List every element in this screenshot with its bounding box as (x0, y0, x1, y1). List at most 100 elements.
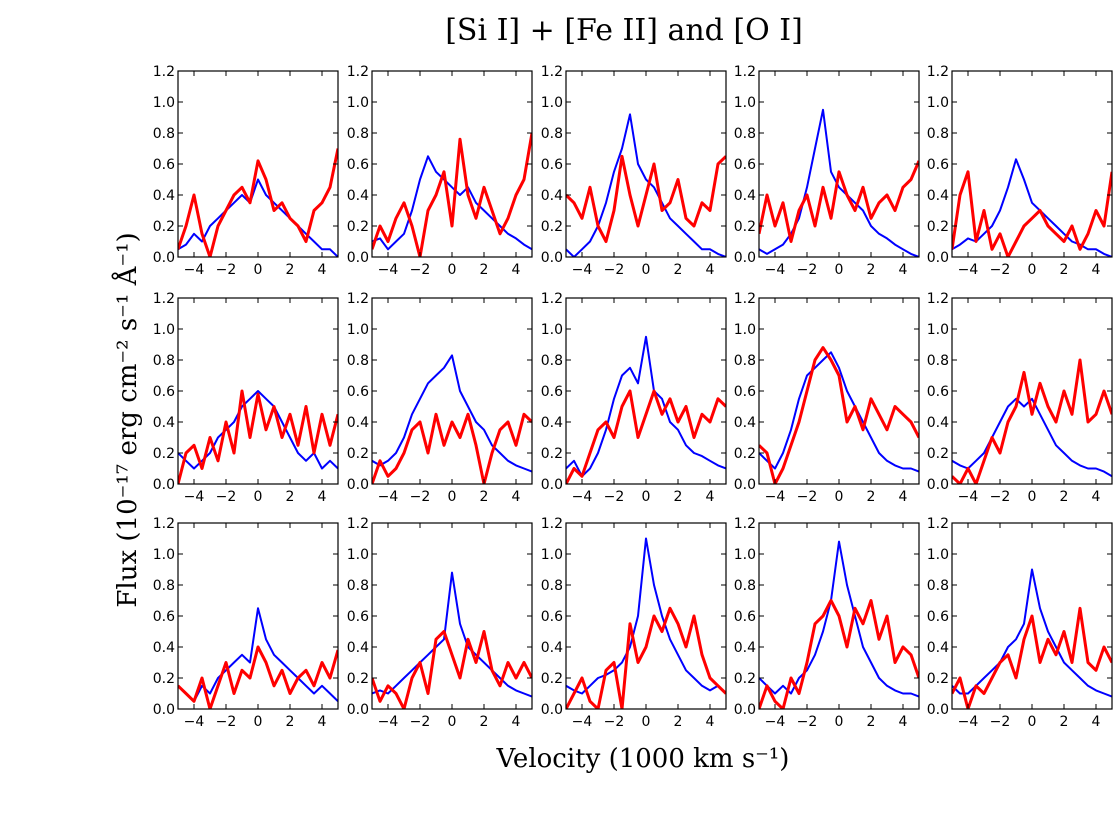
y-tick-label: 0.6 (927, 384, 949, 400)
y-tick-label: 0.8 (927, 578, 949, 594)
y-tick-label: 1.0 (541, 95, 563, 111)
y-tick-label: 0.6 (734, 157, 756, 173)
x-tick-label: 2 (1060, 489, 1069, 505)
y-tick-label: 1.0 (734, 547, 756, 563)
y-tick-label: 0.2 (927, 446, 949, 462)
y-tick-label: 0.2 (927, 219, 949, 235)
x-tick-label: −4 (378, 262, 399, 278)
series-line-si-fe (566, 335, 726, 478)
y-tick-label: 0.2 (734, 219, 756, 235)
y-tick-label: 1.2 (153, 516, 175, 532)
x-tick-label: 4 (318, 714, 327, 730)
x-tick-label: 2 (286, 489, 295, 505)
y-tick-label: 1.2 (153, 64, 175, 80)
x-tick-label: 2 (480, 489, 489, 505)
y-tick-label: 1.2 (734, 516, 756, 532)
x-tick-label: 0 (448, 489, 457, 505)
x-tick-label: −2 (216, 262, 237, 278)
y-tick-label: 0.8 (734, 126, 756, 142)
y-tick-label: 0.4 (927, 188, 949, 204)
y-tick-label: 0.6 (347, 157, 369, 173)
x-tick-label: 4 (706, 489, 715, 505)
series-line-si-fe (952, 158, 1112, 257)
y-tick-label: 1.0 (927, 547, 949, 563)
x-tick-label: −4 (572, 489, 593, 505)
x-tick-label: −4 (184, 489, 205, 505)
y-tick-label: 0.4 (541, 415, 563, 431)
panel-frame (758, 297, 920, 485)
series-line-oi (566, 154, 726, 243)
x-tick-label: −2 (604, 714, 625, 730)
series-line-si-fe (952, 568, 1112, 698)
panel-lines (759, 108, 919, 257)
y-tick-label: 1.0 (734, 322, 756, 338)
x-tick-label: 2 (1060, 262, 1069, 278)
x-tick-label: 2 (286, 714, 295, 730)
panel-r2-c1: 0.0 0.2 0.4 0.6 0.8 1.0 1.2 −4 −2 0 2 4 (153, 291, 339, 505)
y-tick-label: 0.0 (347, 477, 369, 493)
panel-r1-c5: 0.0 0.2 0.4 0.6 0.8 1.0 1.2 −4 −2 0 2 4 (927, 64, 1113, 278)
series-line-si-fe (566, 113, 726, 257)
y-tick-label: 1.0 (153, 95, 175, 111)
y-tick-label: 0.8 (153, 578, 175, 594)
x-tick-label: −2 (797, 489, 818, 505)
y-tick-label: 1.0 (347, 95, 369, 111)
y-tick-label: 0.6 (347, 609, 369, 625)
panel-lines (372, 354, 532, 484)
panel-lines (952, 568, 1112, 709)
x-tick-label: 0 (1028, 714, 1037, 730)
y-tick-label: 1.2 (347, 291, 369, 307)
panel-frame (565, 522, 727, 710)
panel-lines (759, 540, 919, 709)
y-tick-label: 0.0 (347, 250, 369, 266)
y-tick-label: 0.2 (153, 671, 175, 687)
y-tick-label: 0.6 (927, 157, 949, 173)
x-tick-label: 0 (835, 714, 844, 730)
x-tick-label: −2 (990, 714, 1011, 730)
x-tick-label: 2 (867, 714, 876, 730)
series-line-si-fe (178, 178, 338, 257)
y-tick-label: 1.0 (927, 95, 949, 111)
series-line-si-fe (372, 354, 532, 473)
y-tick-label: 0.4 (153, 188, 175, 204)
y-tick-label: 0.4 (347, 640, 369, 656)
panel-lines (566, 113, 726, 257)
panel-r3-c3: 0.0 0.2 0.4 0.6 0.8 1.0 1.2 −4 −2 0 2 4 (541, 516, 727, 730)
series-line-oi (952, 606, 1112, 709)
series-line-si-fe (759, 540, 919, 698)
x-tick-label: 0 (448, 714, 457, 730)
series-line-si-fe (372, 155, 532, 251)
series-line-oi (759, 599, 919, 709)
y-tick-label: 0.8 (541, 578, 563, 594)
x-tick-label: 4 (512, 489, 521, 505)
panel-r2-c3: 0.0 0.2 0.4 0.6 0.8 1.0 1.2 −4 −2 0 2 4 (541, 291, 727, 505)
series-line-oi (372, 630, 532, 709)
y-tick-label: 1.2 (541, 291, 563, 307)
panel-frame (758, 70, 920, 258)
y-tick-label: 1.0 (347, 322, 369, 338)
panel-frame (565, 70, 727, 258)
series-line-oi (372, 132, 532, 257)
x-tick-label: −2 (216, 714, 237, 730)
series-line-si-fe (759, 351, 919, 473)
x-tick-label: 0 (254, 262, 263, 278)
x-tick-label: −4 (958, 262, 979, 278)
panel-frame (371, 297, 533, 485)
series-line-oi (178, 148, 338, 257)
series-line-oi (178, 389, 338, 484)
y-tick-label: 1.2 (927, 64, 949, 80)
y-tick-label: 0.2 (541, 446, 563, 462)
y-tick-label: 0.2 (541, 671, 563, 687)
y-tick-label: 0.2 (927, 671, 949, 687)
x-tick-label: 0 (448, 262, 457, 278)
y-tick-label: 1.2 (734, 64, 756, 80)
panel-r3-c1: 0.0 0.2 0.4 0.6 0.8 1.0 1.2 −4 −2 0 2 4 (153, 516, 339, 730)
y-tick-label: 0.2 (734, 671, 756, 687)
series-line-si-fe (952, 397, 1112, 478)
series-line-oi (759, 160, 919, 243)
x-tick-label: 0 (835, 489, 844, 505)
y-tick-label: 1.0 (734, 95, 756, 111)
x-tick-label: 2 (1060, 714, 1069, 730)
x-tick-label: −2 (990, 262, 1011, 278)
panel-r1-c4: 0.0 0.2 0.4 0.6 0.8 1.0 1.2 −4 −2 0 2 4 (734, 64, 920, 278)
